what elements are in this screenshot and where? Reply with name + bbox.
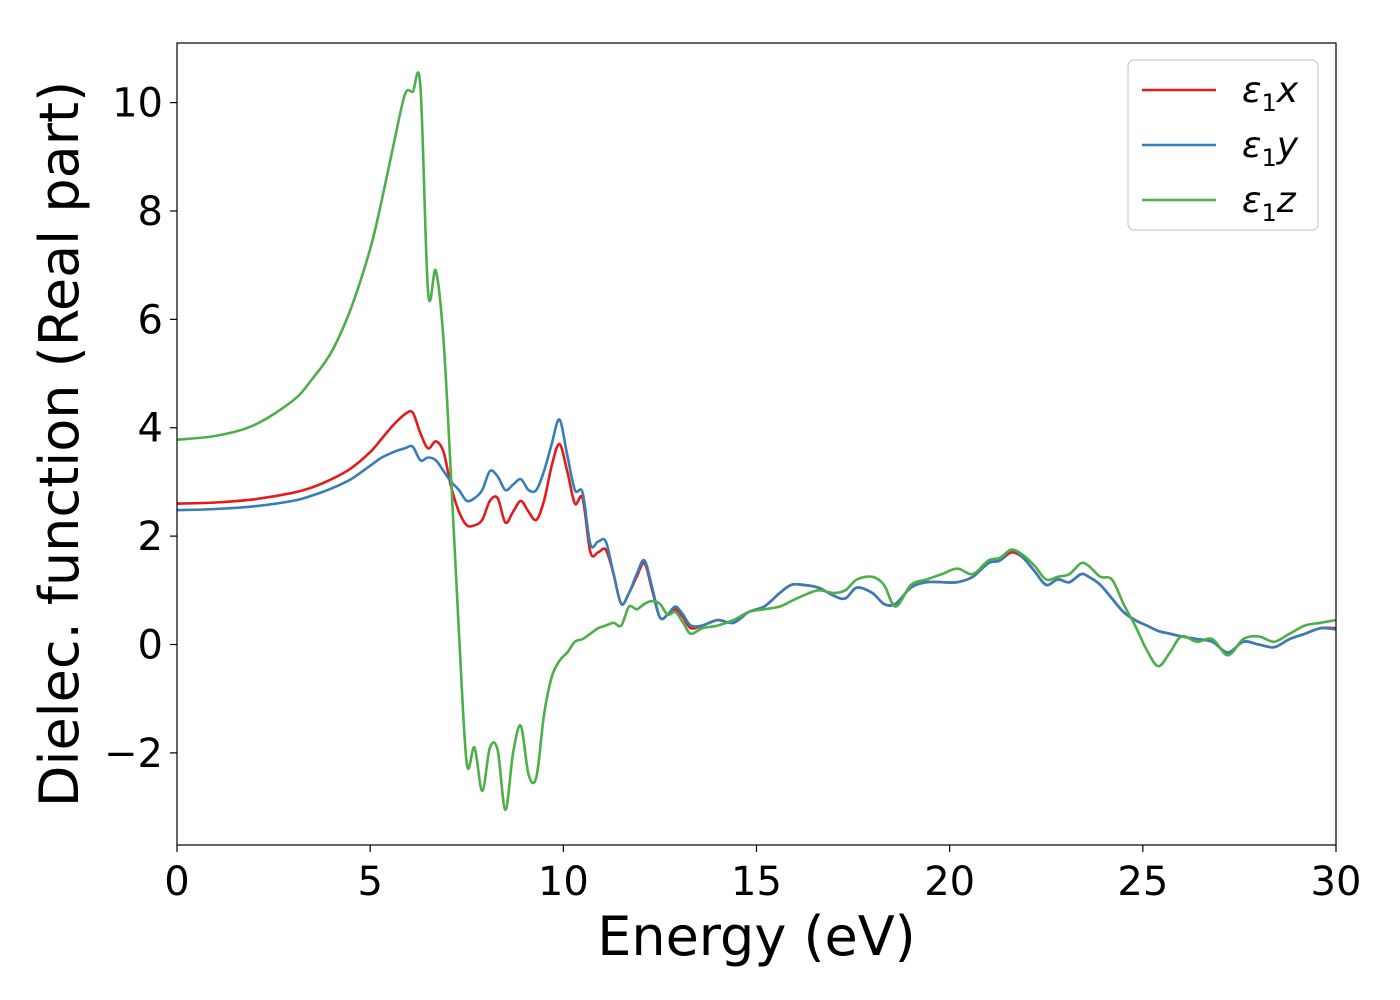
series-layer bbox=[177, 71, 1336, 812]
x-tick-label: 30 bbox=[1311, 859, 1362, 905]
y-tick-label: 8 bbox=[138, 189, 163, 235]
series-line-x bbox=[177, 409, 1336, 654]
legend-label-y: ε1y bbox=[1242, 125, 1299, 172]
legend-box bbox=[1127, 59, 1319, 231]
y-tick-label: 10 bbox=[112, 81, 163, 127]
x-tick-label: 0 bbox=[164, 859, 189, 905]
y-tick-label: 6 bbox=[138, 297, 163, 343]
x-tick-label: 15 bbox=[731, 859, 782, 905]
y-tick-label: 0 bbox=[138, 623, 163, 669]
y-tick-label: −2 bbox=[104, 731, 163, 777]
legend-label-z: ε1z bbox=[1242, 180, 1297, 227]
y-tick-label: 4 bbox=[138, 406, 163, 452]
x-axis-label: Energy (eV) bbox=[597, 905, 916, 968]
legend: ε1x ε1y ε1z bbox=[1127, 59, 1319, 231]
series-line-y bbox=[177, 418, 1336, 654]
x-tick-label: 20 bbox=[924, 859, 975, 905]
y-tick-label: 2 bbox=[138, 514, 163, 560]
x-tick-label: 25 bbox=[1117, 859, 1168, 905]
x-axis: 0 5 10 15 20 25 30 bbox=[164, 845, 1361, 905]
y-axis-label: Dielec. function (Real part) bbox=[28, 81, 91, 807]
legend-label-x: ε1x bbox=[1242, 70, 1299, 117]
y-axis: −2 0 2 4 6 8 10 bbox=[104, 81, 177, 777]
series-line-z bbox=[177, 71, 1336, 812]
x-tick-label: 10 bbox=[538, 859, 589, 905]
x-tick-label: 5 bbox=[357, 859, 382, 905]
